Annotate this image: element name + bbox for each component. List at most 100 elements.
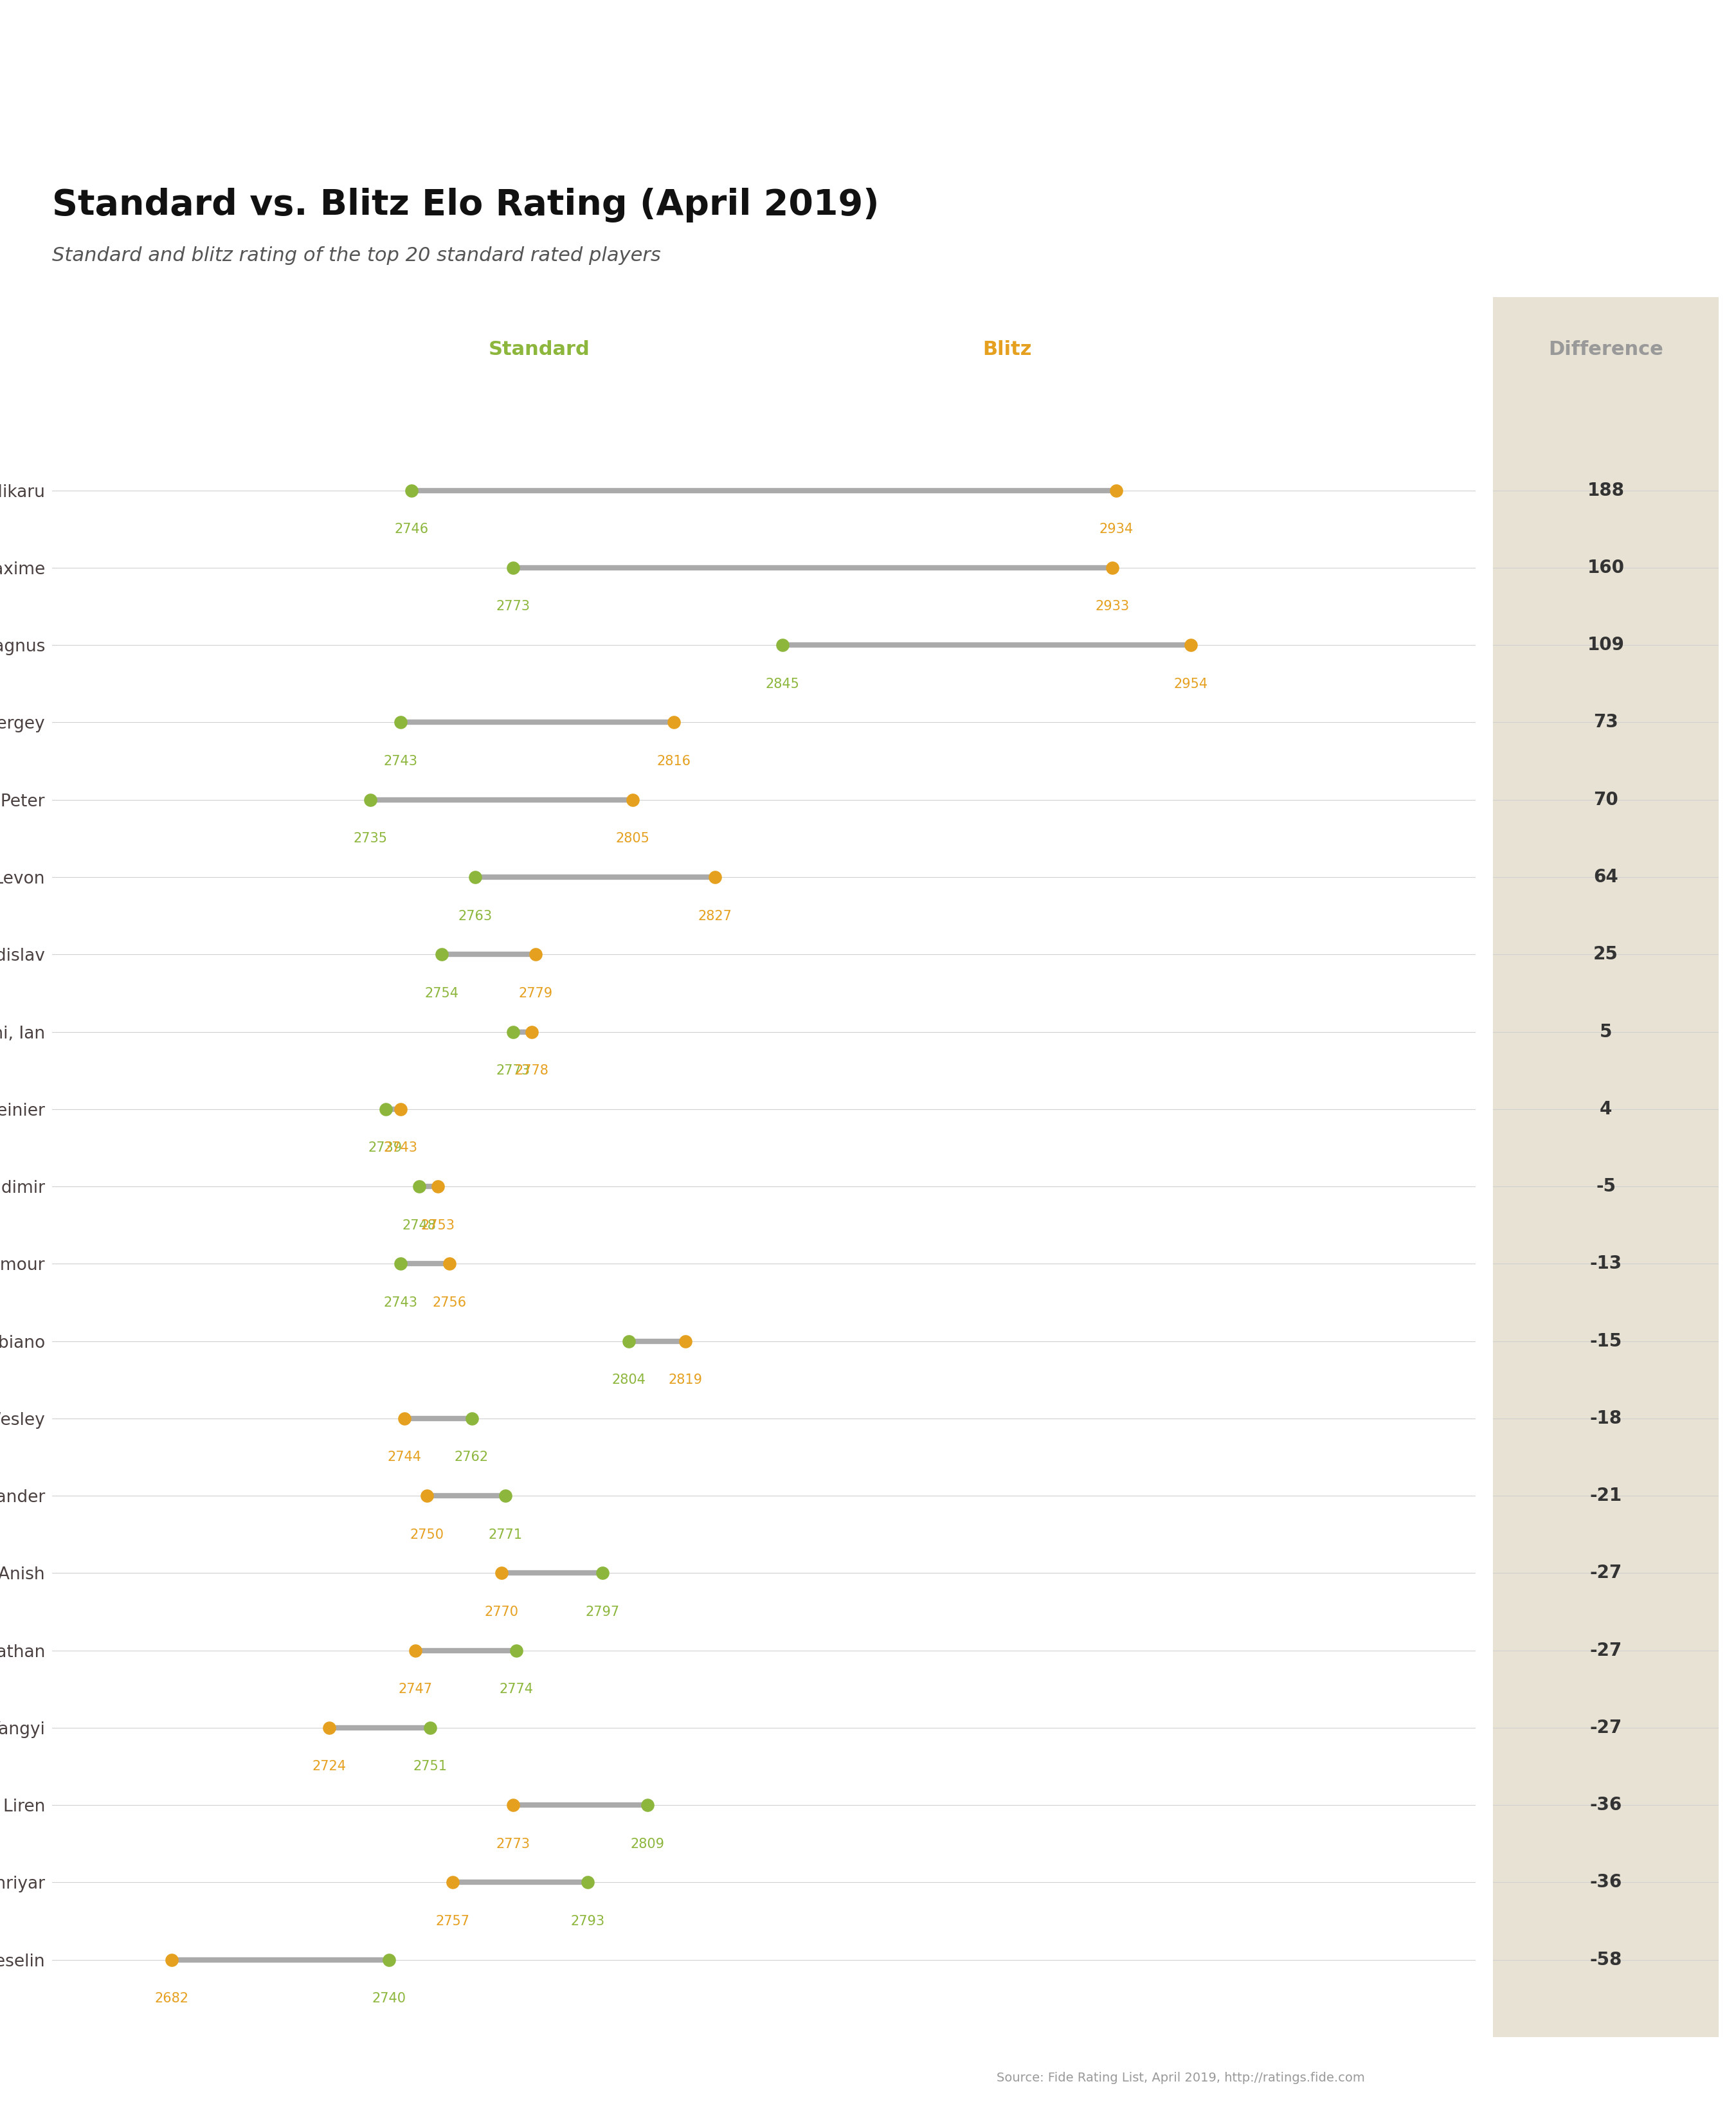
Text: 2757: 2757 <box>436 1914 470 1927</box>
Text: 2739: 2739 <box>368 1142 403 1154</box>
Point <box>404 1169 432 1203</box>
Text: -27: -27 <box>1590 1642 1621 1659</box>
Text: -21: -21 <box>1590 1488 1621 1504</box>
Text: Difference: Difference <box>1549 340 1663 359</box>
Text: -5: -5 <box>1595 1178 1616 1195</box>
Point <box>439 1865 467 1899</box>
Text: 2756: 2756 <box>432 1297 467 1309</box>
Point <box>316 1710 344 1744</box>
Point <box>458 1401 486 1434</box>
Text: -36: -36 <box>1590 1795 1621 1814</box>
Text: 2809: 2809 <box>630 1838 665 1850</box>
Text: 2724: 2724 <box>312 1761 345 1774</box>
Point <box>634 1789 661 1823</box>
Point <box>427 938 455 972</box>
Text: 2750: 2750 <box>410 1528 444 1541</box>
Text: Blitz: Blitz <box>983 340 1031 359</box>
Text: 2743: 2743 <box>384 755 417 768</box>
Point <box>589 1555 616 1589</box>
Point <box>769 628 797 662</box>
Text: 2763: 2763 <box>458 910 493 923</box>
Text: 2746: 2746 <box>394 522 429 535</box>
Point <box>615 1324 642 1358</box>
Text: Standard vs. Blitz Elo Rating (April 2019): Standard vs. Blitz Elo Rating (April 201… <box>52 189 878 223</box>
Point <box>398 473 425 507</box>
Text: 2682: 2682 <box>155 1993 189 2005</box>
Point <box>618 783 646 817</box>
Text: 5: 5 <box>1599 1023 1613 1040</box>
Text: 2762: 2762 <box>455 1451 490 1464</box>
Text: Standard and blitz rating of the top 20 standard rated players: Standard and blitz rating of the top 20 … <box>52 246 661 265</box>
Point <box>387 705 415 738</box>
Point <box>1102 473 1130 507</box>
Text: 2845: 2845 <box>766 677 800 690</box>
Text: 25: 25 <box>1594 946 1618 963</box>
Text: Standard: Standard <box>488 340 590 359</box>
Point <box>417 1710 444 1744</box>
Text: 2827: 2827 <box>698 910 733 923</box>
Text: -18: -18 <box>1590 1409 1621 1428</box>
Text: 2805: 2805 <box>616 832 649 845</box>
Point <box>521 938 549 972</box>
Point <box>436 1248 464 1282</box>
Point <box>356 783 384 817</box>
Text: 2778: 2778 <box>514 1065 549 1078</box>
Text: 2743: 2743 <box>384 1297 417 1309</box>
Text: 2748: 2748 <box>403 1218 436 1231</box>
Point <box>1099 552 1127 586</box>
Point <box>424 1169 451 1203</box>
Point <box>413 1479 441 1513</box>
Text: 2754: 2754 <box>425 987 458 999</box>
Point <box>391 1401 418 1434</box>
Text: 2735: 2735 <box>354 832 387 845</box>
Point <box>375 1944 403 1978</box>
Text: 2753: 2753 <box>420 1218 455 1231</box>
Text: 2773: 2773 <box>496 1065 529 1078</box>
Text: 2740: 2740 <box>372 1993 406 2005</box>
Text: 2770: 2770 <box>484 1606 519 1619</box>
Text: 70: 70 <box>1594 792 1618 808</box>
Text: -15: -15 <box>1590 1333 1621 1350</box>
Text: 2819: 2819 <box>668 1373 701 1386</box>
Text: Source: Fide Rating List, April 2019, http://ratings.fide.com: Source: Fide Rating List, April 2019, ht… <box>996 2071 1364 2084</box>
Text: 2773: 2773 <box>496 601 529 613</box>
Point <box>462 859 490 893</box>
Point <box>498 1789 526 1823</box>
Point <box>517 1014 545 1048</box>
Text: 2797: 2797 <box>585 1606 620 1619</box>
Text: 2804: 2804 <box>613 1373 646 1386</box>
Point <box>672 1324 700 1358</box>
Text: 2954: 2954 <box>1174 677 1208 690</box>
Text: 2751: 2751 <box>413 1761 448 1774</box>
Point <box>387 1248 415 1282</box>
Text: 2933: 2933 <box>1095 601 1130 613</box>
Text: 2773: 2773 <box>496 1838 529 1850</box>
Point <box>575 1865 602 1899</box>
Point <box>498 1014 526 1048</box>
Text: 73: 73 <box>1594 713 1618 732</box>
Text: -13: -13 <box>1590 1254 1621 1273</box>
Text: 2744: 2744 <box>387 1451 422 1464</box>
Point <box>701 859 729 893</box>
Text: -27: -27 <box>1590 1719 1621 1736</box>
Point <box>488 1555 516 1589</box>
Point <box>503 1634 531 1668</box>
Text: 2934: 2934 <box>1099 522 1134 535</box>
Text: 188: 188 <box>1587 482 1625 499</box>
Text: 109: 109 <box>1587 637 1625 654</box>
Text: 160: 160 <box>1587 558 1625 577</box>
Text: 4: 4 <box>1599 1099 1613 1118</box>
Point <box>1177 628 1205 662</box>
Point <box>372 1093 399 1127</box>
Text: 2747: 2747 <box>399 1683 432 1695</box>
Point <box>401 1634 429 1668</box>
Text: -27: -27 <box>1590 1564 1621 1583</box>
Text: -58: -58 <box>1590 1950 1621 1969</box>
Text: 2771: 2771 <box>488 1528 523 1541</box>
Text: 2816: 2816 <box>656 755 691 768</box>
Text: 64: 64 <box>1594 868 1618 887</box>
Text: 2774: 2774 <box>500 1683 533 1695</box>
Text: -36: -36 <box>1590 1874 1621 1891</box>
Text: 2793: 2793 <box>571 1914 604 1927</box>
Point <box>498 552 526 586</box>
